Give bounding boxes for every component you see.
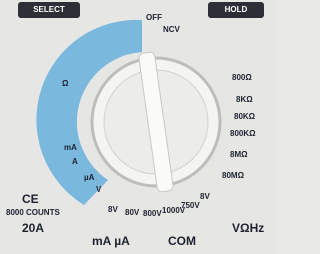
multimeter: SELECT HOLD OFF NCV 800Ω 8KΩ 80KΩ 800KΩ … [0,0,276,254]
range-label: 8MΩ [230,150,248,159]
arc-label: mA [64,143,77,152]
range-label: 8KΩ [236,95,253,104]
arc-label: Ω [62,79,69,88]
jack-label: COM [168,234,196,248]
arc-label: µA [84,173,95,182]
jack-label: VΩHz [232,221,264,235]
range-label: 800V [143,209,162,218]
range-label: 80V [125,208,140,217]
jack-label: 20A [22,221,44,235]
hold-label: HOLD [225,5,248,14]
ce-logo: CE [22,192,39,206]
ncv-label: NCV [163,25,181,34]
jack-label: mA µA [92,234,130,248]
range-label: 8V [108,205,118,214]
arc-label: A [72,157,78,166]
counts-label: 8000 COUNTS [6,208,60,217]
range-label: 750V [181,201,200,210]
arc-label: V [96,185,102,194]
range-label: 8V [200,192,210,201]
range-label: 800KΩ [230,129,256,138]
range-label: 800Ω [232,73,252,82]
range-label: 80MΩ [222,171,245,180]
off-label: OFF [146,13,162,22]
select-label: SELECT [33,5,65,14]
range-label: 80KΩ [234,112,256,121]
